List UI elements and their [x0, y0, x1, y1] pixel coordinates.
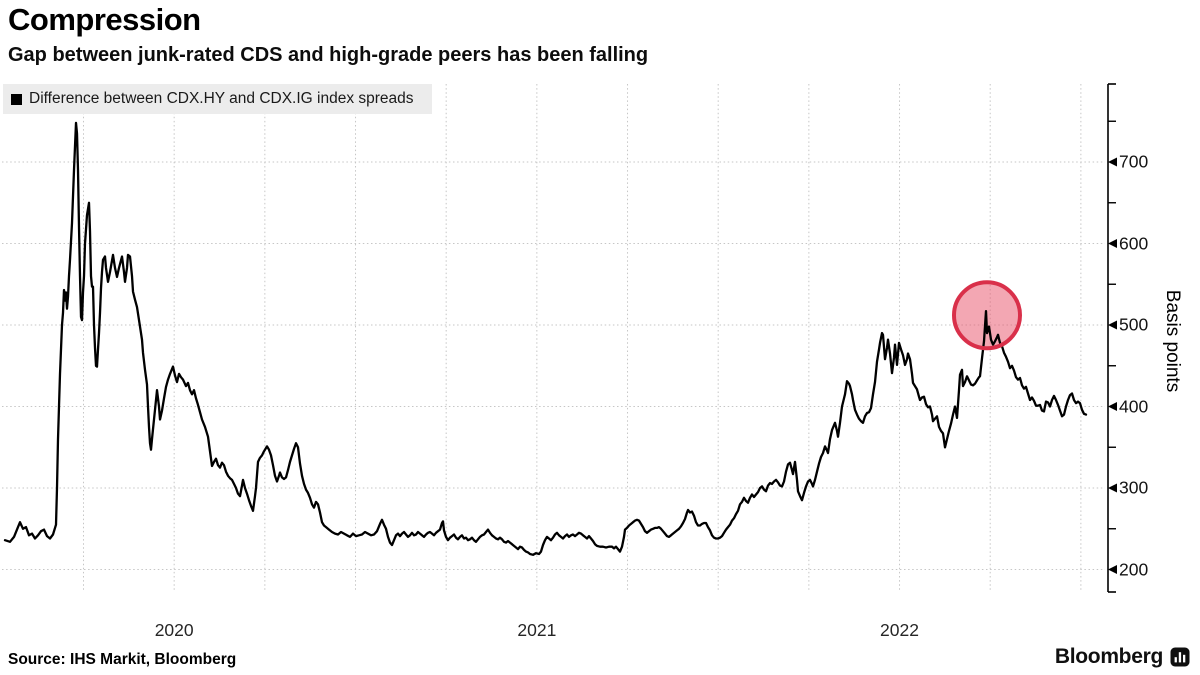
y-tick-label: 600: [1119, 233, 1149, 253]
legend-label: Difference between CDX.HY and CDX.IG ind…: [29, 90, 414, 107]
y-tick-arrow-icon: [1108, 483, 1117, 493]
y-axis-title: Basis points: [1162, 289, 1183, 393]
annotation-circle: [952, 280, 1022, 351]
y-tick-arrow-icon: [1108, 320, 1117, 330]
chart-subtitle: Gap between junk-rated CDS and high-grad…: [8, 44, 649, 66]
y-tick-arrow-icon: [1108, 402, 1117, 411]
legend-swatch-icon: [11, 93, 22, 105]
x-tick-label: 2020: [154, 620, 194, 640]
y-tick-label: 200: [1119, 559, 1149, 579]
y-tick-arrow-icon: [1108, 157, 1117, 167]
series-line: [3, 121, 1088, 556]
source-note: Source: IHS Markit, Bloomberg: [8, 651, 237, 668]
bloomberg-logo-text: Bloomberg: [1054, 645, 1163, 668]
y-tick-arrow-icon: [1108, 239, 1117, 248]
page-title: Compression: [8, 2, 201, 37]
bloomberg-logo: Bloomberg: [1055, 645, 1190, 669]
x-tick-label: 2021: [517, 620, 557, 640]
bloomberg-terminal-icon: [1170, 647, 1190, 667]
y-tick-label: 300: [1119, 477, 1149, 498]
x-tick-label: 2022: [880, 620, 919, 640]
y-tick-arrow-icon: [1108, 565, 1117, 574]
legend: Difference between CDX.HY and CDX.IG ind…: [3, 84, 432, 114]
y-tick-label: 700: [1119, 151, 1149, 172]
y-tick-label: 400: [1119, 396, 1149, 416]
y-tick-label: 500: [1119, 314, 1149, 335]
